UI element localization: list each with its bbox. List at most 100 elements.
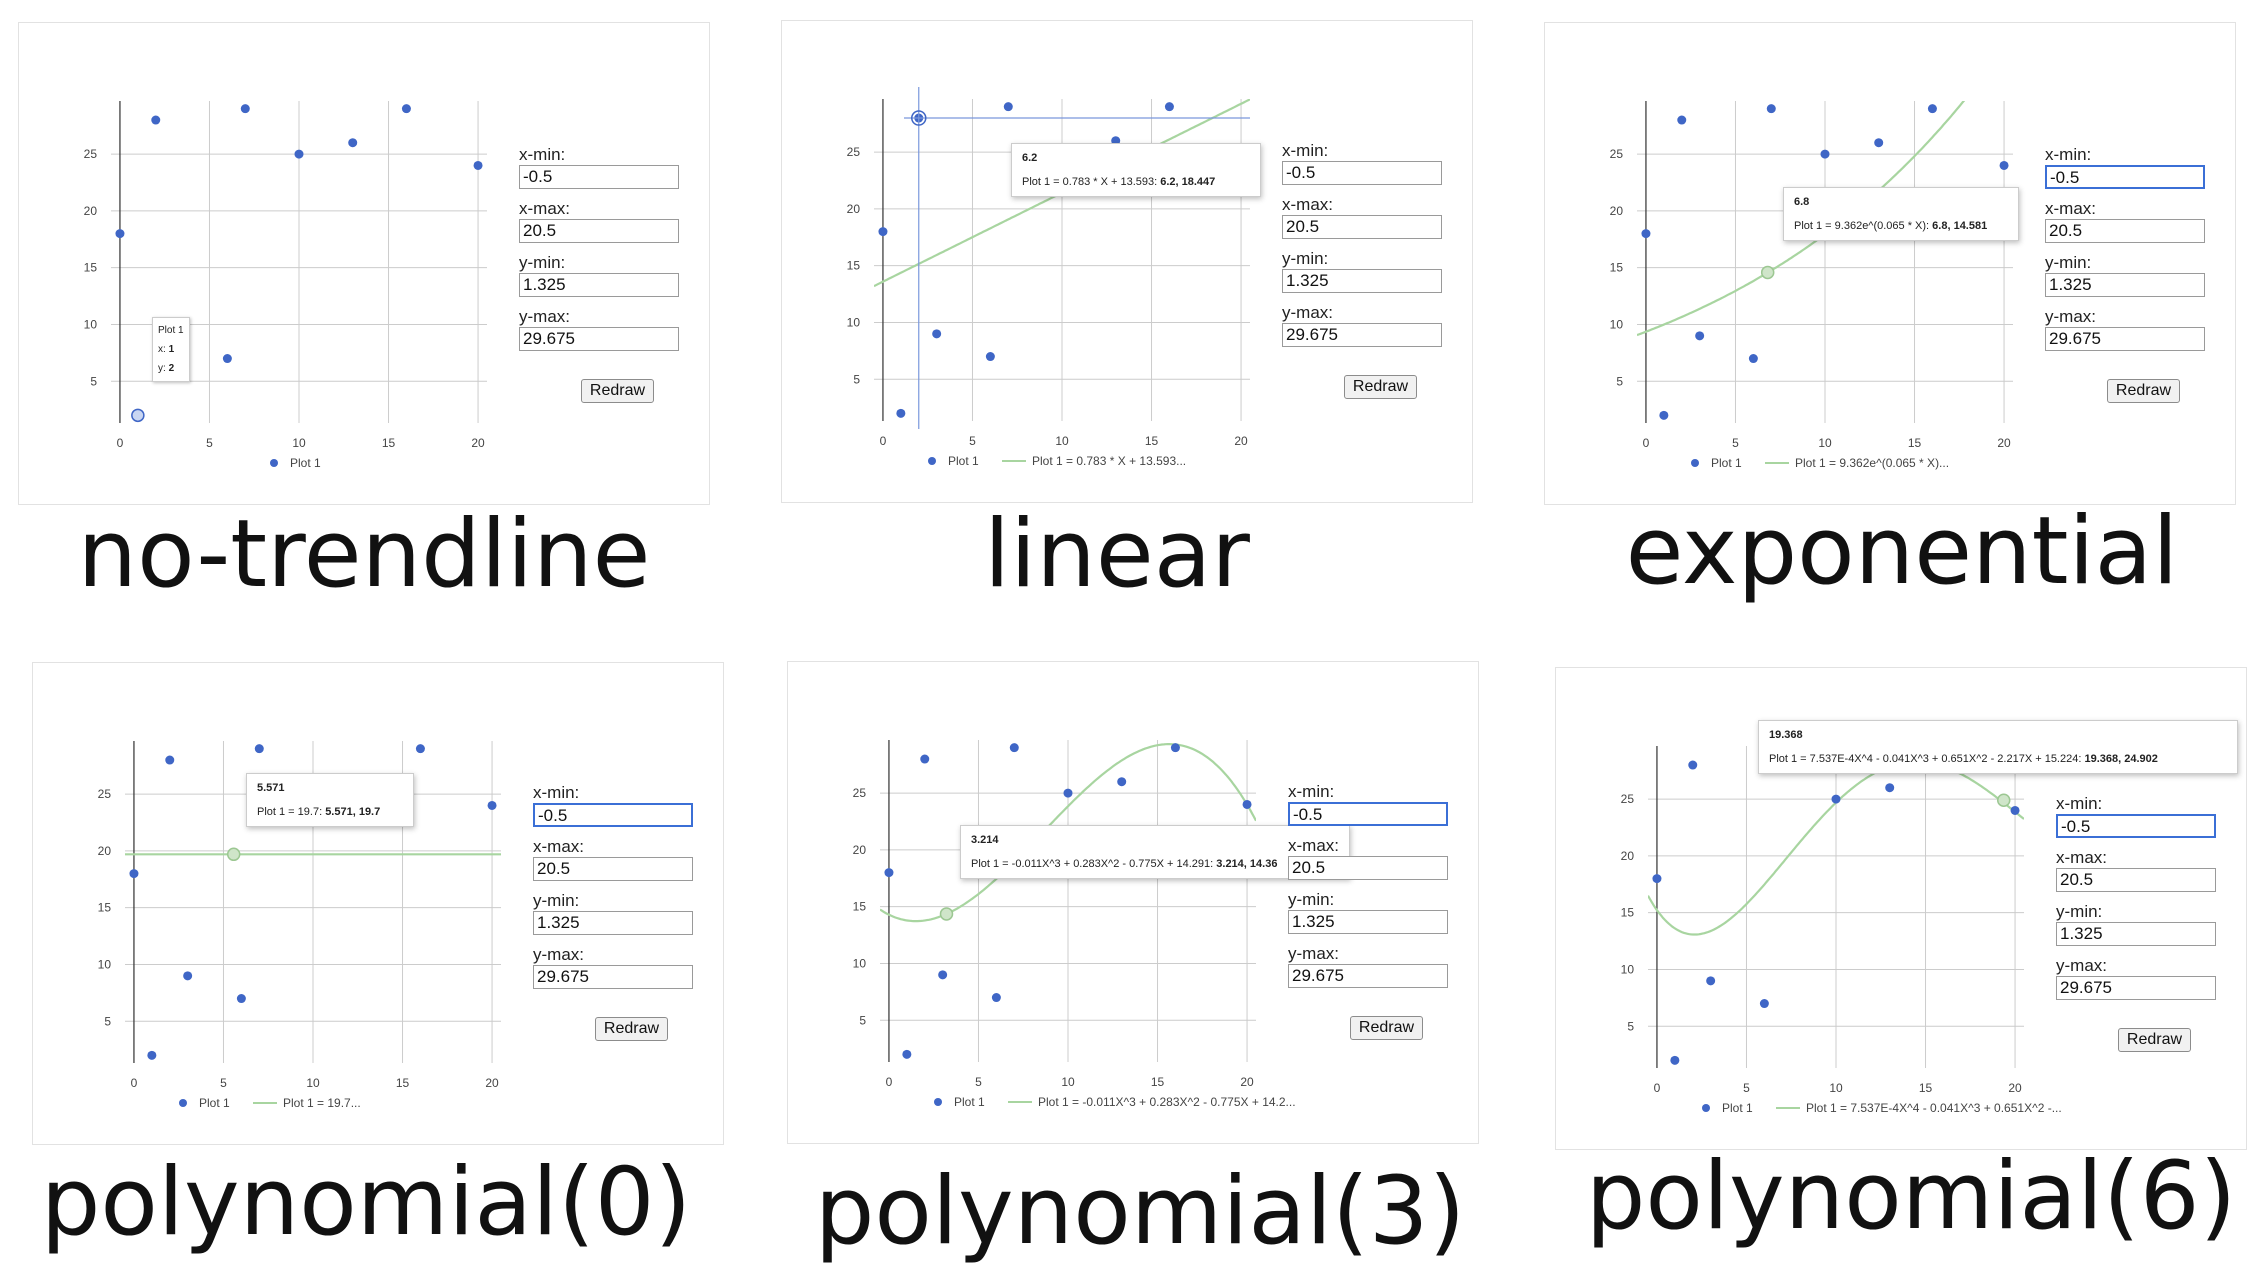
redraw-button[interactable]: Redraw (1350, 1016, 1423, 1040)
data-point (1999, 160, 2009, 170)
data-point (991, 993, 1001, 1003)
ymax-label: y-max: (519, 307, 570, 326)
tooltip-x-label: x: (158, 344, 166, 355)
caption-exponential: exponential (1625, 497, 2179, 606)
ymin-input[interactable]: 1.325 (2056, 922, 2216, 946)
ymin-label: y-min: (1288, 890, 1335, 909)
y-tick-label: 10 (1610, 317, 1624, 331)
tooltip-title: 6.8 (1794, 196, 1810, 208)
y-tick-label: 20 (1621, 849, 1635, 863)
legend-marker (1691, 459, 1699, 467)
data-point (1242, 799, 1252, 809)
xmax-input[interactable]: 20.5 (2045, 219, 2205, 243)
xmin-input[interactable]: -0.5 (2045, 165, 2205, 189)
ymax-input[interactable]: 29.675 (2045, 327, 2205, 351)
ymin-input[interactable]: 1.325 (2045, 273, 2205, 297)
xmax-input[interactable]: 20.5 (533, 857, 693, 881)
data-point (896, 408, 906, 418)
scatter-chart: 5 10 15 20 25 0 5 10 15 20 Plot 1 Plot 1 = 9.362e^(… (1610, 101, 2013, 470)
caption-linear: linear (984, 500, 1250, 609)
xmax-input[interactable]: 20.5 (519, 219, 679, 243)
caption-polynomial-0: polynomial(0) (40, 1148, 692, 1257)
xmin-label: x-min: (2045, 145, 2092, 164)
xmax-label: x-max: (1288, 836, 1339, 855)
ymin-input[interactable]: 1.325 (1282, 269, 1442, 293)
xmin-input[interactable]: -0.5 (1288, 802, 1448, 826)
tooltip-value: 19.368, 24.902 (2084, 753, 2158, 765)
data-point (1652, 874, 1662, 884)
data-point (415, 744, 425, 754)
data-point (115, 229, 125, 239)
xmin-input[interactable]: -0.5 (533, 803, 693, 827)
data-point (1820, 149, 1830, 159)
ymax-input[interactable]: 29.675 (533, 965, 693, 989)
redraw-button[interactable]: Redraw (2118, 1028, 2191, 1052)
data-point (1688, 760, 1698, 770)
x-tick-label: 20 (485, 1076, 499, 1090)
y-tick-label: 20 (84, 204, 98, 218)
y-tick-label: 15 (1610, 261, 1624, 275)
xmin-input[interactable]: -0.5 (2056, 814, 2216, 838)
xmax-input[interactable]: 20.5 (1282, 215, 1442, 239)
ymin-input[interactable]: 1.325 (533, 911, 693, 935)
data-point (222, 354, 232, 364)
x-tick-label: 15 (1151, 1075, 1165, 1089)
legend-label: Plot 1 (199, 1096, 230, 1110)
data-point (473, 160, 483, 170)
xmax-input[interactable]: 20.5 (2056, 868, 2216, 892)
ymax-input[interactable]: 29.675 (519, 327, 679, 351)
legend-marker (1702, 1104, 1710, 1112)
trendline-tooltip: 3.214 Plot 1 = -0.011X^3 + 0.283X^2 - 0.… (960, 825, 1350, 879)
x-tick-label: 20 (1234, 434, 1248, 448)
data-point (884, 868, 894, 878)
ymax-label: y-max: (1282, 303, 1333, 322)
xmin-label: x-min: (533, 783, 580, 802)
axis-controls: x-min: -0.5 x-max: 20.5 y-min: 1.325 y-m… (2045, 145, 2215, 403)
data-point (1766, 104, 1776, 114)
point-tooltip: Plot 1 x: 1 y: 2 (152, 317, 190, 382)
tooltip-equation: Plot 1 = 7.537E-4X^4 - 0.041X^3 + 0.651X… (1769, 753, 2085, 765)
x-tick-label: 0 (1654, 1081, 1661, 1095)
xmax-input[interactable]: 20.5 (1288, 856, 1448, 880)
data-point (1874, 138, 1884, 148)
hover-point (131, 408, 145, 423)
ymax-label: y-max: (2056, 956, 2107, 975)
y-tick-label: 20 (853, 843, 867, 857)
data-point (151, 115, 161, 125)
x-tick-label: 5 (1732, 436, 1739, 450)
data-point (1111, 136, 1121, 146)
x-tick-label: 10 (1818, 436, 1832, 450)
tooltip-equation: Plot 1 = 0.783 * X + 13.593: (1022, 176, 1161, 188)
tooltip-value: 3.214, 14.36 (1216, 858, 1278, 870)
redraw-button[interactable]: Redraw (581, 379, 654, 403)
x-tick-label: 15 (382, 436, 396, 450)
data-point (878, 227, 888, 237)
y-tick-label: 20 (847, 202, 861, 216)
y-tick-label: 25 (1621, 792, 1635, 806)
ymax-input[interactable]: 29.675 (1288, 964, 1448, 988)
xmin-input[interactable]: -0.5 (519, 165, 679, 189)
data-point (1659, 410, 1669, 420)
ymin-input[interactable]: 1.325 (1288, 910, 1448, 934)
xmax-label: x-max: (2056, 848, 2107, 867)
redraw-button[interactable]: Redraw (2107, 379, 2180, 403)
tooltip-y-value: 2 (168, 363, 175, 374)
x-tick-label: 20 (2008, 1081, 2022, 1095)
y-tick-label: 10 (84, 317, 98, 331)
ymax-input[interactable]: 29.675 (1282, 323, 1442, 347)
x-tick-label: 5 (1743, 1081, 1750, 1095)
xmin-input[interactable]: -0.5 (1282, 161, 1442, 185)
data-point (294, 149, 304, 159)
ymax-input[interactable]: 29.675 (2056, 976, 2216, 1000)
data-point (1170, 743, 1180, 753)
y-tick-label: 5 (104, 1014, 111, 1028)
redraw-button[interactable]: Redraw (1344, 375, 1417, 399)
caption-polynomial-3: polynomial(3) (814, 1157, 1466, 1266)
y-tick-label: 10 (98, 957, 112, 971)
x-tick-label: 0 (880, 434, 887, 448)
redraw-button[interactable]: Redraw (595, 1017, 668, 1041)
scatter-chart: 5 10 15 20 25 0 5 10 15 20 Plot 1 (84, 101, 487, 470)
ymin-input[interactable]: 1.325 (519, 273, 679, 297)
ymax-label: y-max: (2045, 307, 2096, 326)
y-tick-label: 25 (1610, 147, 1624, 161)
